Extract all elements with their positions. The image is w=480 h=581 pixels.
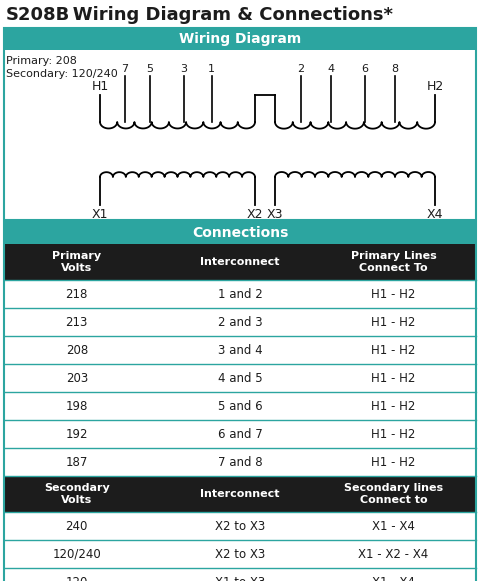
- Text: X1 - X2 - X4: X1 - X2 - X4: [359, 547, 429, 561]
- Text: 6: 6: [361, 64, 368, 74]
- Text: 2: 2: [297, 64, 304, 74]
- Text: 203: 203: [66, 371, 88, 385]
- Text: H1: H1: [91, 80, 108, 93]
- Text: H2: H2: [426, 80, 444, 93]
- Text: X1: X1: [92, 208, 108, 221]
- Bar: [4, 244, 476, 280]
- Text: X3: X3: [267, 208, 283, 221]
- Text: 2 and 3: 2 and 3: [218, 315, 262, 328]
- Text: 1 and 2: 1 and 2: [217, 288, 263, 300]
- Text: H1 - H2: H1 - H2: [372, 428, 416, 440]
- Text: Primary: 208: Primary: 208: [6, 56, 77, 66]
- Text: Primary
Volts: Primary Volts: [52, 251, 101, 273]
- Text: 1: 1: [208, 64, 215, 74]
- Text: 8: 8: [391, 64, 398, 74]
- Bar: [4, 28, 476, 220]
- Text: H1 - H2: H1 - H2: [372, 456, 416, 468]
- Text: H1 - H2: H1 - H2: [372, 371, 416, 385]
- Bar: [4, 222, 476, 581]
- Text: H1 - H2: H1 - H2: [372, 343, 416, 357]
- Text: 7 and 8: 7 and 8: [218, 456, 262, 468]
- Text: X2 to X3: X2 to X3: [215, 547, 265, 561]
- Text: 120: 120: [66, 576, 88, 581]
- Text: Interconnect: Interconnect: [200, 257, 280, 267]
- Text: 240: 240: [66, 519, 88, 533]
- Text: 4: 4: [327, 64, 335, 74]
- Text: Wiring Diagram: Wiring Diagram: [179, 32, 301, 46]
- Text: H1 - H2: H1 - H2: [372, 315, 416, 328]
- Text: 208: 208: [66, 343, 88, 357]
- Text: X1 to X3: X1 to X3: [215, 576, 265, 581]
- Text: H1 - H2: H1 - H2: [372, 288, 416, 300]
- Text: 3 and 4: 3 and 4: [218, 343, 262, 357]
- Text: Interconnect: Interconnect: [200, 489, 280, 499]
- Text: 6 and 7: 6 and 7: [217, 428, 263, 440]
- Text: 187: 187: [66, 456, 88, 468]
- Text: X2: X2: [247, 208, 263, 221]
- Text: X1 - X4: X1 - X4: [372, 576, 415, 581]
- Text: Secondary lines
Connect to: Secondary lines Connect to: [344, 483, 443, 505]
- Text: 5: 5: [146, 64, 153, 74]
- Text: 4 and 5: 4 and 5: [218, 371, 262, 385]
- Text: H1 - H2: H1 - H2: [372, 400, 416, 413]
- Text: 5 and 6: 5 and 6: [218, 400, 262, 413]
- Text: 198: 198: [66, 400, 88, 413]
- Text: Secondary
Volts: Secondary Volts: [44, 483, 109, 505]
- Text: Secondary: 120/240: Secondary: 120/240: [6, 69, 118, 79]
- Text: X4: X4: [427, 208, 443, 221]
- Text: Connections: Connections: [192, 226, 288, 240]
- Text: Primary Lines
Connect To: Primary Lines Connect To: [351, 251, 436, 273]
- Text: Wiring Diagram & Connections*: Wiring Diagram & Connections*: [54, 6, 393, 24]
- Bar: [4, 28, 476, 50]
- Text: 3: 3: [180, 64, 187, 74]
- Text: 213: 213: [66, 315, 88, 328]
- Text: 192: 192: [66, 428, 88, 440]
- Bar: [4, 476, 476, 512]
- Text: S208B: S208B: [6, 6, 70, 24]
- Text: 7: 7: [121, 64, 128, 74]
- Text: X2 to X3: X2 to X3: [215, 519, 265, 533]
- Text: X1 - X4: X1 - X4: [372, 519, 415, 533]
- Text: 218: 218: [66, 288, 88, 300]
- Bar: [4, 222, 476, 244]
- Text: 120/240: 120/240: [52, 547, 101, 561]
